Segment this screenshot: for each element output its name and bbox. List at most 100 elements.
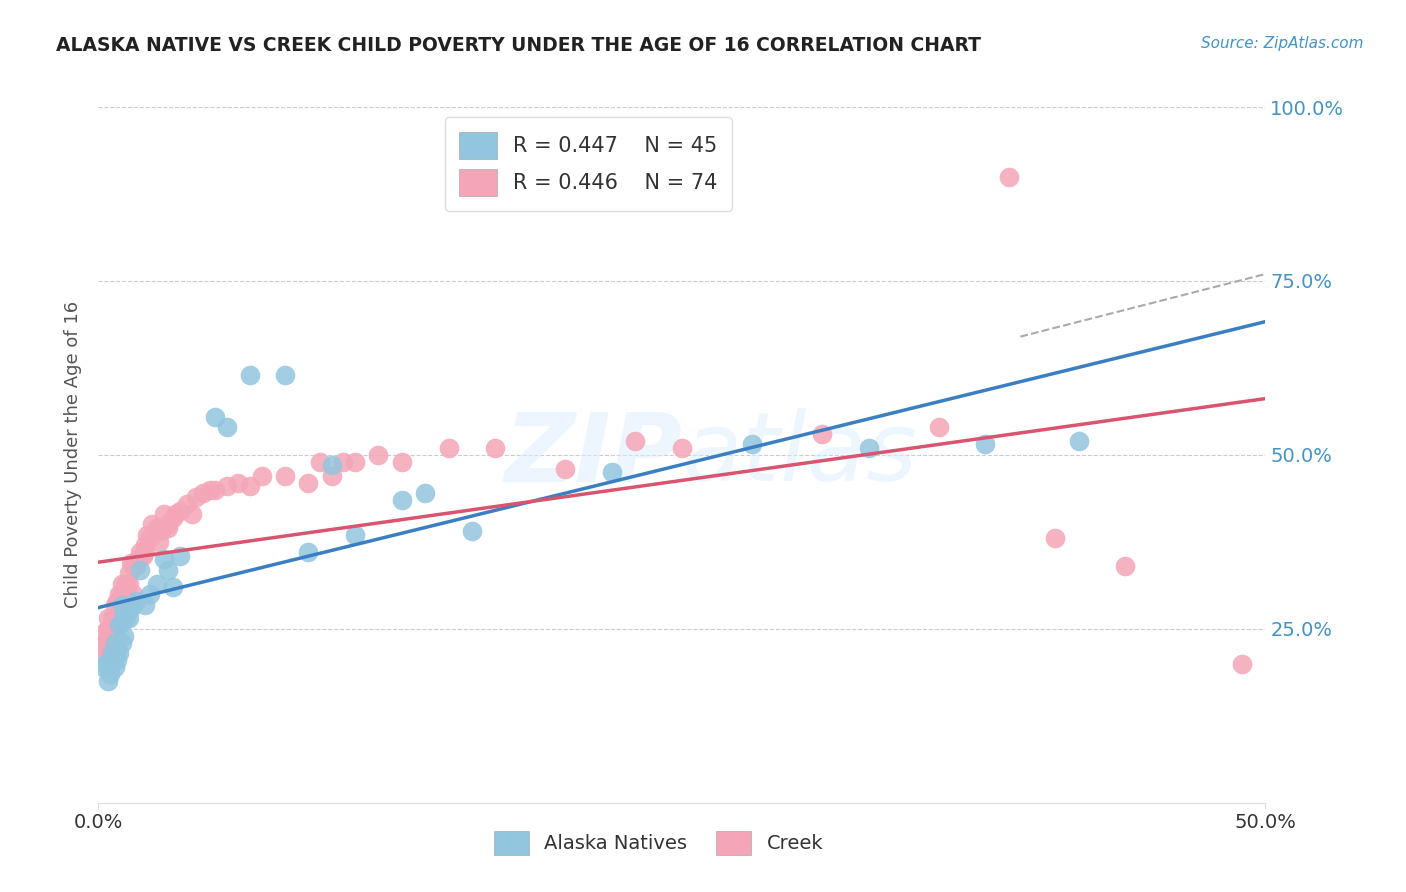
Point <box>193 486 215 500</box>
Point <box>858 441 880 455</box>
Point <box>118 566 141 581</box>
Point <box>344 455 367 469</box>
Point <box>105 594 128 608</box>
Point <box>250 468 273 483</box>
Point <box>437 441 460 455</box>
Point <box>274 368 297 382</box>
Point <box>127 552 149 566</box>
Point <box>97 622 120 636</box>
Point <box>134 598 156 612</box>
Point <box>98 646 121 660</box>
Point <box>101 629 124 643</box>
Point <box>90 642 112 657</box>
Point <box>101 646 124 660</box>
Point <box>321 458 343 473</box>
Point <box>176 497 198 511</box>
Point <box>239 368 262 382</box>
Point <box>152 552 174 566</box>
Point <box>94 657 117 671</box>
Point <box>811 427 834 442</box>
Point <box>162 580 184 594</box>
Point <box>274 468 297 483</box>
Y-axis label: Child Poverty Under the Age of 16: Child Poverty Under the Age of 16 <box>63 301 82 608</box>
Point <box>152 507 174 521</box>
Point <box>112 607 135 622</box>
Point <box>600 466 623 480</box>
Point <box>344 528 367 542</box>
Point <box>134 538 156 552</box>
Point <box>134 545 156 559</box>
Point <box>148 534 170 549</box>
Point <box>104 636 127 650</box>
Point <box>105 615 128 629</box>
Text: ZIP: ZIP <box>503 409 682 501</box>
Point <box>484 441 506 455</box>
Point <box>165 507 187 521</box>
Point <box>118 576 141 591</box>
Point <box>157 521 180 535</box>
Point <box>97 674 120 689</box>
Point <box>108 646 131 660</box>
Point <box>129 545 152 559</box>
Point <box>125 594 148 608</box>
Point <box>108 615 131 629</box>
Point <box>120 601 142 615</box>
Point <box>122 587 145 601</box>
Point <box>94 636 117 650</box>
Point <box>98 657 121 671</box>
Point <box>215 420 238 434</box>
Point <box>136 528 159 542</box>
Point <box>125 559 148 574</box>
Point <box>321 468 343 483</box>
Point <box>98 667 121 681</box>
Point <box>169 503 191 517</box>
Text: ALASKA NATIVE VS CREEK CHILD POVERTY UNDER THE AGE OF 16 CORRELATION CHART: ALASKA NATIVE VS CREEK CHILD POVERTY UND… <box>56 36 981 54</box>
Point <box>115 576 138 591</box>
Point <box>228 475 250 490</box>
Point <box>94 625 117 640</box>
Point <box>1230 657 1253 671</box>
Legend: Alaska Natives, Creek: Alaska Natives, Creek <box>486 823 831 863</box>
Point <box>741 437 763 451</box>
Point <box>157 517 180 532</box>
Point <box>391 493 413 508</box>
Point <box>1114 559 1136 574</box>
Point <box>461 524 484 539</box>
Point <box>309 455 332 469</box>
Point <box>104 598 127 612</box>
Point <box>146 576 169 591</box>
Point <box>200 483 222 497</box>
Point <box>108 618 131 632</box>
Point <box>1067 434 1090 448</box>
Point <box>239 479 262 493</box>
Point <box>204 483 226 497</box>
Point <box>120 556 142 570</box>
Point <box>112 591 135 605</box>
Point <box>1045 532 1067 546</box>
Point <box>91 660 114 674</box>
Point <box>554 462 576 476</box>
Point <box>139 587 162 601</box>
Point <box>146 521 169 535</box>
Point <box>150 524 173 539</box>
Point <box>974 437 997 451</box>
Point <box>997 169 1019 184</box>
Point <box>111 615 134 629</box>
Point <box>115 611 138 625</box>
Point <box>98 622 121 636</box>
Point <box>162 510 184 524</box>
Point <box>115 591 138 605</box>
Point <box>413 486 436 500</box>
Point <box>111 636 134 650</box>
Point <box>118 611 141 625</box>
Point <box>104 618 127 632</box>
Point <box>122 598 145 612</box>
Point <box>367 448 389 462</box>
Point <box>157 563 180 577</box>
Point <box>332 455 354 469</box>
Point <box>624 434 647 448</box>
Text: atlas: atlas <box>682 409 917 501</box>
Point <box>105 642 128 657</box>
Point <box>141 517 163 532</box>
Point <box>297 545 319 559</box>
